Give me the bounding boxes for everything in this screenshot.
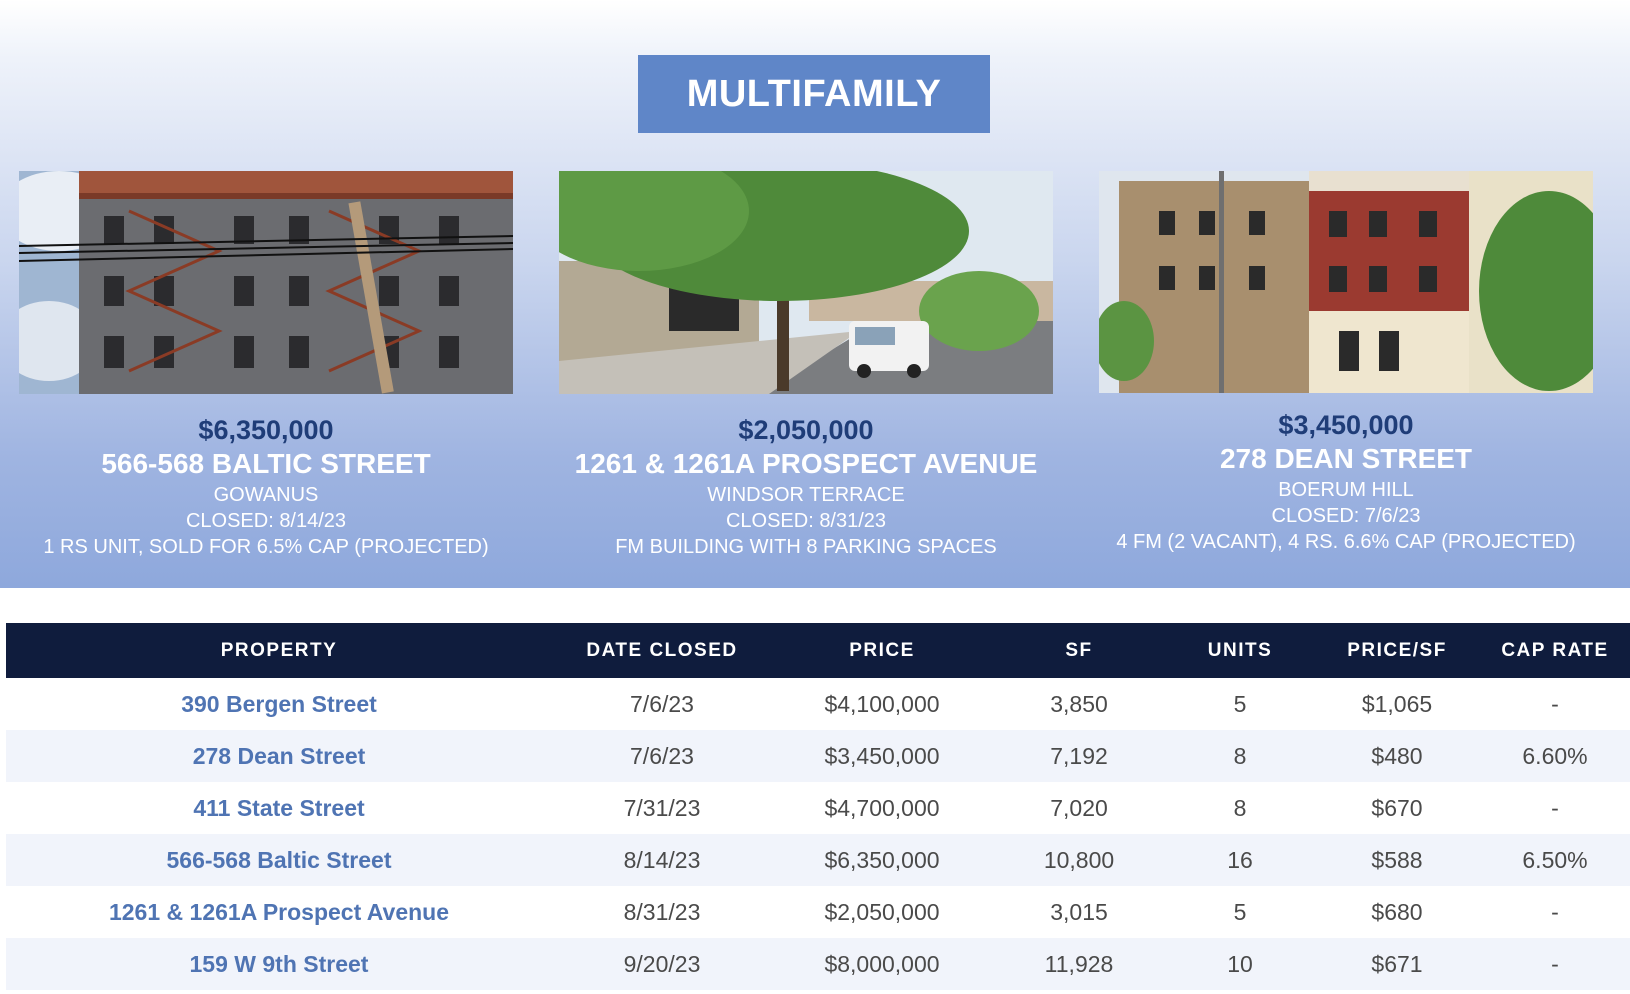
price-cell: $4,100,000 bbox=[824, 690, 940, 717]
units-cell: 8 bbox=[1166, 730, 1314, 782]
column-header-date-closed: DATE CLOSED bbox=[552, 623, 772, 678]
price-per-sf-cell: $671 bbox=[1314, 938, 1480, 990]
table-row[interactable]: 411 State Street 7/31/23 $4,700,000 7,02… bbox=[6, 782, 1630, 834]
cap-rate-cell: - bbox=[1551, 794, 1559, 821]
column-header-cap-rate: CAP RATE bbox=[1480, 623, 1630, 678]
table-header-row: PROPERTY DATE CLOSED PRICE SF UNITS PRIC… bbox=[6, 623, 1630, 678]
cap-rate-cell: - bbox=[1551, 898, 1559, 925]
price-cell: $8,000,000 bbox=[772, 938, 992, 990]
neighborhood: WINDSOR TERRACE bbox=[707, 484, 905, 506]
price-per-sf-cell: $680 bbox=[1371, 898, 1423, 925]
property-link[interactable]: 278 Dean Street bbox=[6, 730, 552, 782]
price-per-sf-cell: $480 bbox=[1314, 730, 1480, 782]
closed-date: CLOSED: 8/14/23 bbox=[185, 510, 347, 532]
date-closed-cell: 7/6/23 bbox=[630, 690, 694, 717]
property-link[interactable]: 1261 & 1261A Prospect Avenue bbox=[108, 898, 450, 925]
price-cell: $3,450,000 bbox=[772, 730, 992, 782]
property-link[interactable]: 159 W 9th Street bbox=[6, 938, 552, 990]
listing-card-prospect[interactable]: $2,050,000 1261 & 1261A PROSPECT AVENUE … bbox=[559, 171, 1053, 560]
sale-price: $6,350,000 bbox=[198, 415, 334, 445]
date-closed-cell: 7/6/23 bbox=[552, 730, 772, 782]
property-photo bbox=[19, 171, 513, 394]
section-banner: MULTIFAMILY bbox=[638, 55, 990, 133]
column-header-sf: SF bbox=[992, 623, 1166, 678]
sf-cell: 11,928 bbox=[992, 938, 1166, 990]
property-address: 566-568 BALTIC STREET bbox=[101, 448, 431, 479]
property-link[interactable]: 390 Bergen Street bbox=[181, 690, 377, 717]
listing-card-dean[interactable]: $3,450,000 278 DEAN STREET BOERUM HILL C… bbox=[1099, 171, 1593, 555]
neighborhood: GOWANUS bbox=[213, 484, 319, 506]
column-header-units: UNITS bbox=[1166, 623, 1314, 678]
column-header-price: PRICE bbox=[772, 623, 992, 678]
cap-rate-cell: 6.60% bbox=[1480, 730, 1630, 782]
table-row[interactable]: 390 Bergen Street 7/6/23 $4,100,000 3,85… bbox=[6, 678, 1630, 730]
price-cell: $6,350,000 bbox=[772, 834, 992, 886]
property-address: 278 DEAN STREET bbox=[1219, 443, 1473, 474]
deal-note: 4 FM (2 VACANT), 4 RS. 6.6% CAP (PROJECT… bbox=[1116, 531, 1576, 553]
column-header-price-per-sf: PRICE/SF bbox=[1314, 623, 1480, 678]
date-closed-cell: 9/20/23 bbox=[552, 938, 772, 990]
price-per-sf-cell: $670 bbox=[1371, 794, 1423, 821]
units-cell: 8 bbox=[1233, 794, 1247, 821]
deal-note: FM BUILDING WITH 8 PARKING SPACES bbox=[615, 536, 997, 558]
units-cell: 5 bbox=[1233, 898, 1247, 925]
listing-card-baltic[interactable]: $6,350,000 566-568 BALTIC STREET GOWANUS… bbox=[19, 171, 513, 560]
property-link[interactable]: 411 State Street bbox=[193, 794, 365, 821]
date-closed-cell: 7/31/23 bbox=[623, 794, 701, 821]
sale-price: $3,450,000 bbox=[1278, 410, 1414, 440]
price-cell: $2,050,000 bbox=[824, 898, 940, 925]
table-row[interactable]: 1261 & 1261A Prospect Avenue 8/31/23 $2,… bbox=[6, 886, 1630, 938]
property-link[interactable]: 566-568 Baltic Street bbox=[6, 834, 552, 886]
table-row[interactable]: 278 Dean Street 7/6/23 $3,450,000 7,192 … bbox=[6, 730, 1630, 782]
property-address: 1261 & 1261A PROSPECT AVENUE bbox=[574, 448, 1038, 479]
property-photo bbox=[559, 171, 1053, 394]
sale-price: $2,050,000 bbox=[738, 415, 874, 445]
cap-rate-cell: 6.50% bbox=[1480, 834, 1630, 886]
price-cell: $4,700,000 bbox=[824, 794, 940, 821]
column-header-property: PROPERTY bbox=[6, 623, 552, 678]
neighborhood: BOERUM HILL bbox=[1278, 479, 1414, 501]
date-closed-cell: 8/31/23 bbox=[623, 898, 701, 925]
closed-date: CLOSED: 8/31/23 bbox=[725, 510, 887, 532]
sf-cell: 7,020 bbox=[1050, 794, 1108, 821]
units-cell: 5 bbox=[1233, 690, 1247, 717]
deal-note: 1 RS UNIT, SOLD FOR 6.5% CAP (PROJECTED) bbox=[43, 536, 489, 558]
sf-cell: 7,192 bbox=[992, 730, 1166, 782]
table-row[interactable]: 159 W 9th Street 9/20/23 $8,000,000 11,9… bbox=[6, 938, 1630, 990]
property-photo bbox=[1099, 171, 1593, 393]
units-cell: 10 bbox=[1166, 938, 1314, 990]
sf-cell: 10,800 bbox=[992, 834, 1166, 886]
cap-rate-cell: - bbox=[1480, 938, 1630, 990]
price-per-sf-cell: $588 bbox=[1314, 834, 1480, 886]
table-row[interactable]: 566-568 Baltic Street 8/14/23 $6,350,000… bbox=[6, 834, 1630, 886]
closed-date: CLOSED: 7/6/23 bbox=[1271, 505, 1421, 527]
sales-comps-table: PROPERTY DATE CLOSED PRICE SF UNITS PRIC… bbox=[6, 623, 1630, 990]
price-per-sf-cell: $1,065 bbox=[1361, 690, 1433, 717]
sf-cell: 3,850 bbox=[1050, 690, 1108, 717]
cap-rate-cell: - bbox=[1551, 690, 1559, 717]
date-closed-cell: 8/14/23 bbox=[552, 834, 772, 886]
sf-cell: 3,015 bbox=[1050, 898, 1108, 925]
units-cell: 16 bbox=[1166, 834, 1314, 886]
